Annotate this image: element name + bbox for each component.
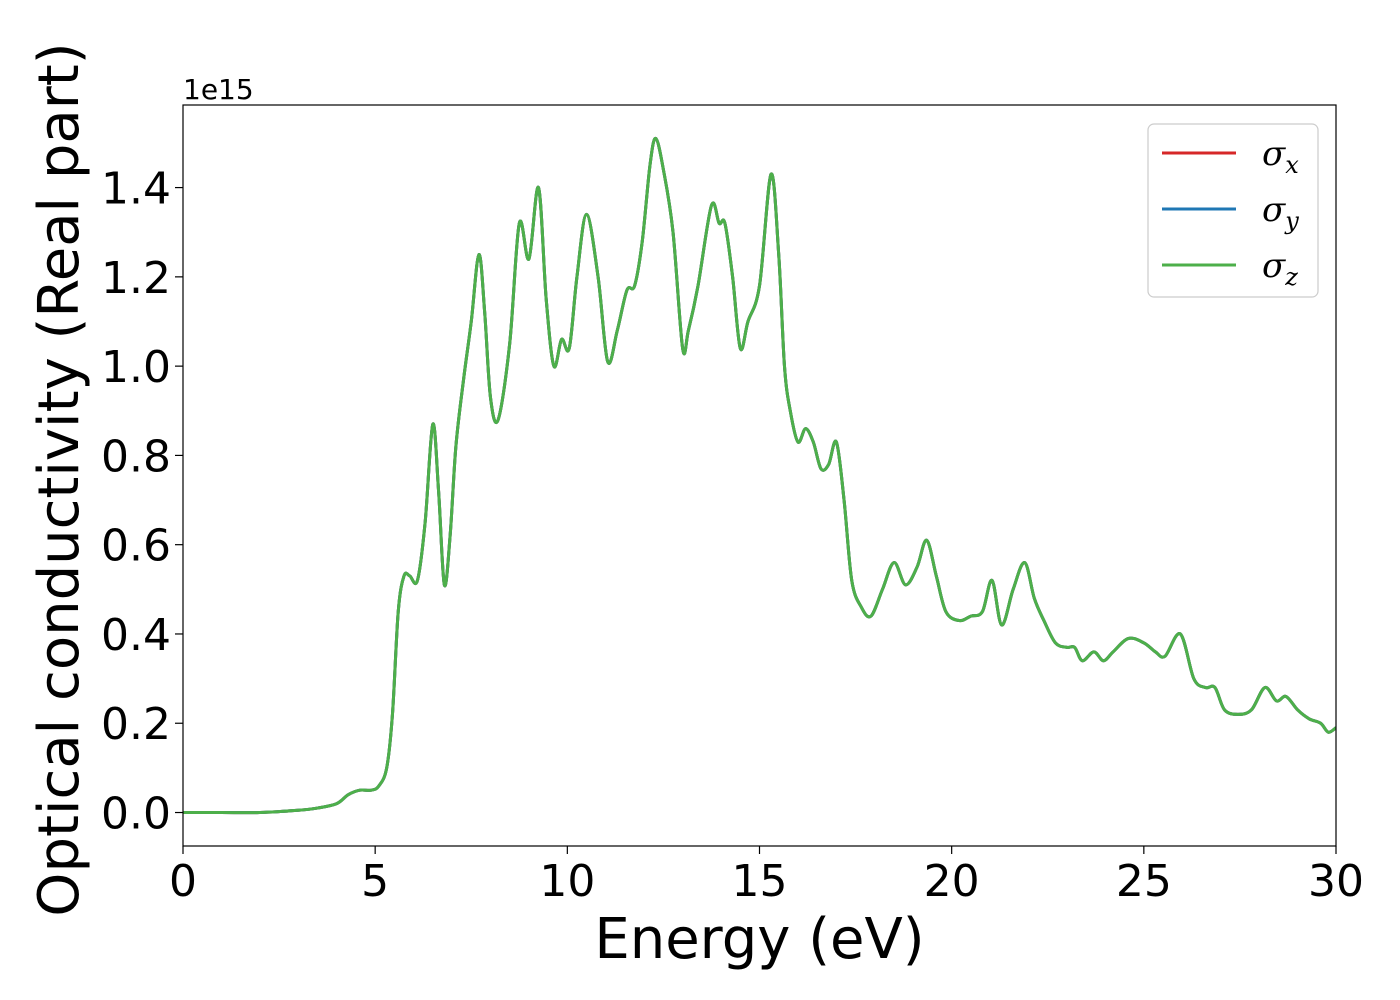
x-tick-label: 5: [361, 856, 389, 907]
y-axis-ticks: 0.0 0.2 0.4 0.6 0.8 1.0 1.2 1.4: [101, 164, 183, 840]
x-axis-label: Energy (eV): [594, 907, 924, 972]
x-tick-label: 15: [732, 856, 788, 907]
y-offset-label: 1e15: [183, 73, 254, 106]
x-tick-label: 25: [1116, 856, 1172, 907]
legend: σx σy σz: [1147, 123, 1319, 298]
plot-lines: [183, 136, 1336, 815]
y-tick-label: 0.2: [101, 699, 171, 750]
legend-label: σy: [1262, 190, 1299, 235]
y-tick-label: 1.0: [101, 342, 171, 393]
legend-label: σx: [1262, 134, 1299, 179]
y-tick-label: 0.0: [101, 789, 171, 840]
y-tick-label: 1.2: [101, 253, 171, 304]
y-tick-label: 1.4: [101, 164, 171, 215]
y-tick-label: 0.6: [101, 521, 171, 572]
y-tick-label: 0.4: [101, 610, 171, 661]
x-tick-label: 10: [539, 856, 595, 907]
legend-label: σz: [1262, 246, 1298, 291]
x-tick-label: 20: [924, 856, 980, 907]
x-tick-label: 0: [169, 856, 197, 907]
x-tick-label: 30: [1308, 856, 1364, 907]
y-axis-label: Optical conductivity (Real part): [27, 42, 92, 916]
x-axis-ticks: 0 5 10 15 20 25 30: [169, 846, 1364, 907]
series-line-3: [183, 136, 1336, 815]
y-tick-label: 0.8: [101, 431, 171, 482]
